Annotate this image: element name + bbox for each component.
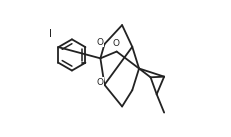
Text: I: I [49, 29, 52, 39]
Text: O: O [112, 39, 119, 48]
Text: O: O [97, 78, 103, 87]
Text: O: O [97, 38, 103, 47]
